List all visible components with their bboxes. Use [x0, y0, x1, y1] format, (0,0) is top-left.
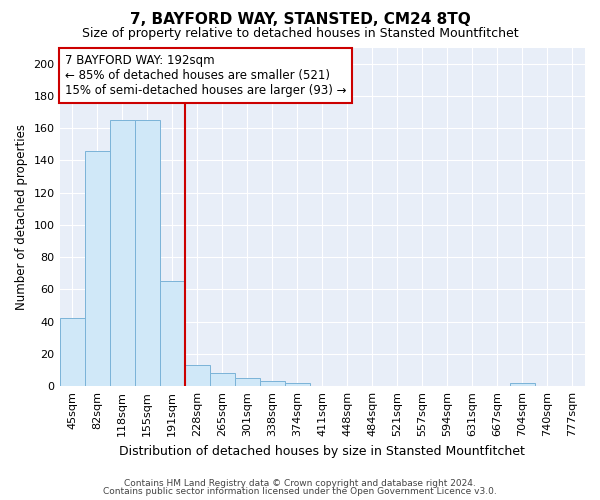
Bar — [510, 383, 535, 386]
Bar — [285, 383, 310, 386]
Bar — [85, 150, 110, 386]
Bar — [160, 282, 185, 386]
X-axis label: Distribution of detached houses by size in Stansted Mountfitchet: Distribution of detached houses by size … — [119, 444, 525, 458]
Bar — [235, 378, 260, 386]
Bar — [110, 120, 134, 386]
Y-axis label: Number of detached properties: Number of detached properties — [15, 124, 28, 310]
Text: 7 BAYFORD WAY: 192sqm
← 85% of detached houses are smaller (521)
15% of semi-det: 7 BAYFORD WAY: 192sqm ← 85% of detached … — [65, 54, 346, 98]
Text: Contains HM Land Registry data © Crown copyright and database right 2024.: Contains HM Land Registry data © Crown c… — [124, 478, 476, 488]
Text: Size of property relative to detached houses in Stansted Mountfitchet: Size of property relative to detached ho… — [82, 28, 518, 40]
Text: 7, BAYFORD WAY, STANSTED, CM24 8TQ: 7, BAYFORD WAY, STANSTED, CM24 8TQ — [130, 12, 470, 28]
Bar — [59, 318, 85, 386]
Text: Contains public sector information licensed under the Open Government Licence v3: Contains public sector information licen… — [103, 487, 497, 496]
Bar — [134, 120, 160, 386]
Bar — [260, 382, 285, 386]
Bar — [209, 374, 235, 386]
Bar — [185, 365, 209, 386]
